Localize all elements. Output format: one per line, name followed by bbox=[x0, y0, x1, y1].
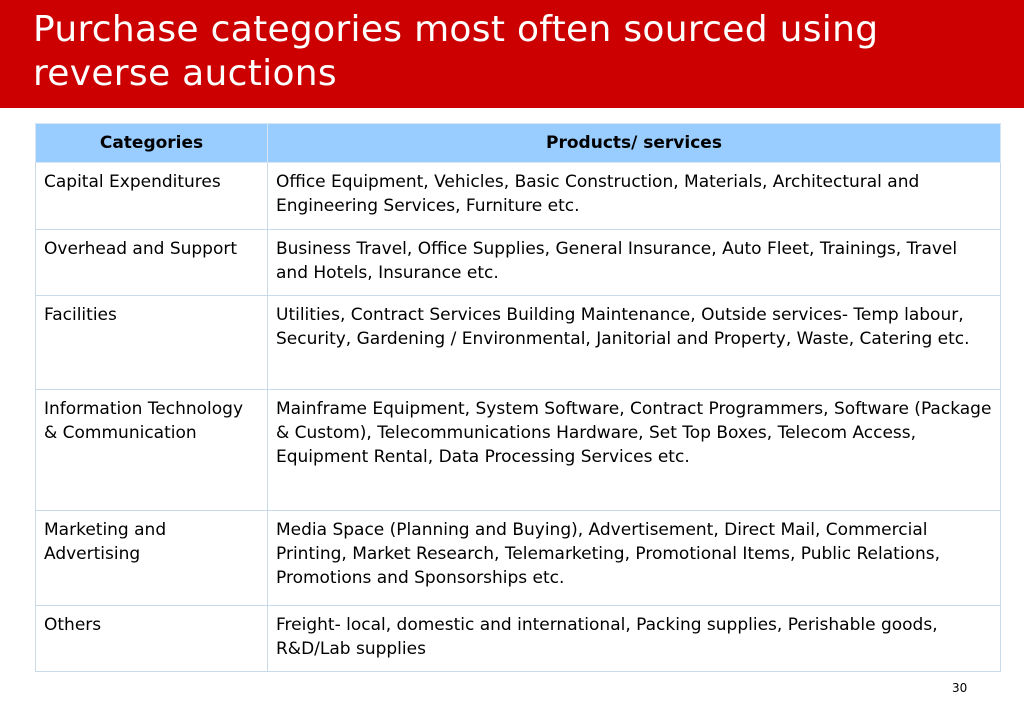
page-number: 30 bbox=[952, 681, 968, 695]
products-cell: Utilities, Contract Services Building Ma… bbox=[267, 295, 1001, 390]
category-cell: Information Technology & Communication bbox=[35, 389, 268, 511]
category-cell: Others bbox=[35, 605, 268, 672]
table-row: Facilities Utilities, Contract Services … bbox=[35, 295, 1001, 390]
slide-title: Purchase categories most often sourced u… bbox=[33, 9, 879, 94]
category-cell: Marketing and Advertising bbox=[35, 510, 268, 606]
title-bar: Purchase categories most often sourced u… bbox=[0, 0, 1024, 108]
categories-table: Categories Products/ services Capital Ex… bbox=[35, 123, 1001, 672]
products-cell: Freight- local, domestic and internation… bbox=[267, 605, 1001, 672]
table-row: Information Technology & Communication M… bbox=[35, 389, 1001, 511]
category-cell: Overhead and Support bbox=[35, 229, 268, 296]
table-row: Overhead and Support Business Travel, Of… bbox=[35, 229, 1001, 296]
category-cell: Capital Expenditures bbox=[35, 162, 268, 230]
category-cell: Facilities bbox=[35, 295, 268, 390]
header-products-services: Products/ services bbox=[267, 123, 1001, 163]
table-row: Capital Expenditures Office Equipment, V… bbox=[35, 162, 1001, 230]
products-cell: Mainframe Equipment, System Software, Co… bbox=[267, 389, 1001, 511]
header-categories: Categories bbox=[35, 123, 268, 163]
products-cell: Media Space (Planning and Buying), Adver… bbox=[267, 510, 1001, 606]
table-row: Marketing and Advertising Media Space (P… bbox=[35, 510, 1001, 606]
products-cell: Office Equipment, Vehicles, Basic Constr… bbox=[267, 162, 1001, 230]
products-cell: Business Travel, Office Supplies, Genera… bbox=[267, 229, 1001, 296]
table-header-row: Categories Products/ services bbox=[35, 123, 1001, 163]
table-row: Others Freight- local, domestic and inte… bbox=[35, 605, 1001, 672]
